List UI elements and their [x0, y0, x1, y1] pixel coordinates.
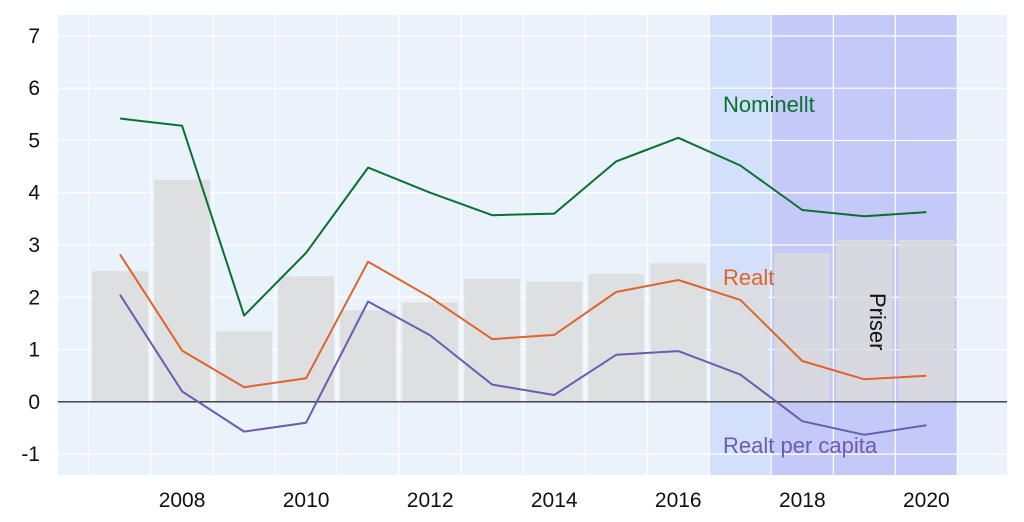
price-bar	[898, 239, 955, 402]
y-tick-label: -1	[21, 443, 40, 466]
x-axis-ticks: 2008 2010 2012 2014 2016 2018 2020	[159, 489, 950, 512]
series-line-realt	[119, 253, 927, 389]
bar-label-priser: Priser	[865, 293, 890, 350]
price-bar	[588, 273, 645, 402]
price-bar	[216, 331, 272, 402]
price-bar	[154, 179, 210, 402]
y-tick-label: 2	[28, 286, 40, 309]
price-bar	[340, 310, 397, 402]
y-tick-label: 7	[28, 25, 40, 48]
x-tick-label: 2020	[903, 489, 950, 512]
y-tick-label: 4	[28, 182, 40, 205]
series-lines	[119, 117, 927, 436]
x-tick-label: 2018	[779, 489, 826, 512]
y-tick-label: 5	[28, 129, 40, 152]
x-tick-label: 2010	[283, 489, 330, 512]
series-line-realt-per-capita	[119, 294, 927, 436]
price-bar	[464, 278, 521, 402]
x-tick-label: 2012	[407, 489, 454, 512]
series-line-nominellt	[119, 117, 927, 317]
series-labels: Nominellt Realt Realt per capita Priser	[723, 92, 890, 458]
x-tick-label: 2014	[531, 489, 578, 512]
x-tick-label: 2016	[655, 489, 702, 512]
price-bar	[774, 252, 831, 402]
y-tick-label: 0	[28, 391, 40, 414]
price-bar	[402, 302, 459, 402]
series-label-realt-per-capita: Realt per capita	[723, 433, 878, 458]
series-label-realt: Realt	[723, 265, 774, 290]
y-tick-label: 3	[28, 234, 40, 257]
y-tick-label: 6	[28, 77, 40, 100]
x-tick-label: 2008	[159, 489, 206, 512]
y-tick-label: 1	[28, 339, 40, 362]
price-bar	[526, 281, 583, 402]
price-bar	[92, 271, 148, 402]
y-axis-ticks: -1 0 1 2 3 4 5 6 7	[21, 25, 40, 466]
series-label-nominellt: Nominellt	[723, 92, 815, 117]
price-bars	[92, 179, 955, 402]
price-bar	[712, 278, 769, 402]
